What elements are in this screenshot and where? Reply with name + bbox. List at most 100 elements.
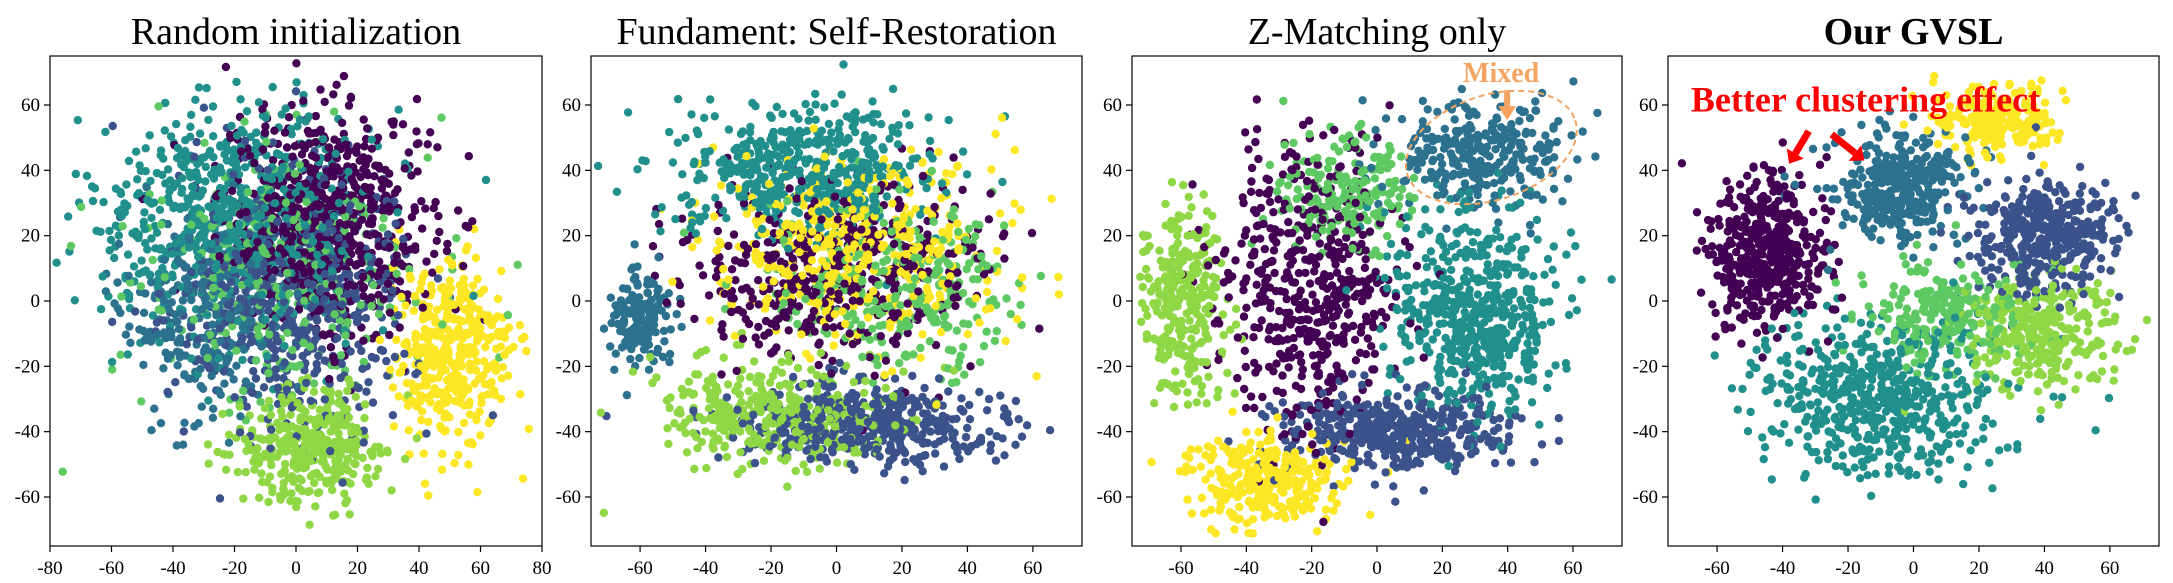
scatter-point [673, 94, 683, 104]
scatter-point [325, 374, 334, 384]
scatter-point [326, 446, 335, 456]
scatter-point [783, 482, 792, 491]
scatter-point [931, 301, 940, 311]
scatter-point [265, 330, 274, 339]
scatter-point [304, 112, 313, 121]
scatter-point [400, 349, 409, 358]
scatter-point [181, 136, 190, 145]
x-tick-label: 20 [348, 558, 367, 579]
scatter-point [336, 274, 345, 283]
scatter-point [432, 236, 441, 245]
scatter-point [952, 414, 961, 423]
scatter-point [418, 407, 427, 416]
scatter-point [997, 113, 1007, 123]
scatter-point [311, 111, 320, 121]
x-tick-label: -20 [222, 558, 247, 579]
scatter-point [340, 406, 349, 415]
scatter-point [717, 325, 726, 335]
scatter-point [729, 294, 738, 303]
scatter-point [277, 423, 287, 432]
scatter-point [292, 502, 301, 512]
scatter-point [706, 95, 715, 104]
scatter-point [811, 115, 820, 125]
scatter-point [261, 315, 270, 324]
scatter-point [315, 305, 325, 314]
scatter-point [612, 187, 622, 196]
scatter-point [157, 196, 166, 205]
scatter-point [723, 380, 733, 389]
scatter-point [599, 324, 609, 333]
scatter-point [203, 310, 212, 320]
scatter-point [973, 275, 982, 284]
scatter-point [301, 407, 310, 416]
scatter-point [247, 445, 256, 455]
scatter-point [208, 320, 217, 329]
scatter-point [201, 177, 210, 186]
scatter-point [719, 353, 728, 362]
scatter-point [273, 383, 283, 392]
scatter-point [772, 102, 781, 112]
scatter-point [318, 452, 328, 461]
scatter-point [201, 299, 210, 309]
scatter-point [651, 210, 660, 219]
scatter-point [258, 145, 268, 154]
scatter-point [300, 221, 310, 230]
scatter-point [333, 333, 342, 343]
scatter-point [961, 432, 971, 442]
scatter-point [135, 161, 144, 170]
scatter-point [240, 434, 250, 444]
scatter-point [435, 227, 444, 237]
scatter-point [515, 321, 525, 330]
scatter-point [814, 360, 823, 370]
scatter-point [469, 317, 479, 326]
scatter-point [464, 152, 473, 161]
scatter-point [131, 307, 140, 316]
x-tick-label: -60 [99, 558, 124, 579]
scatter-point [684, 377, 694, 386]
scatter-point [116, 350, 125, 359]
scatter-point [110, 253, 119, 263]
scatter-point [251, 453, 260, 463]
scatter-point [416, 285, 425, 294]
scatter-point [599, 508, 608, 517]
scatter-point [148, 255, 157, 265]
scatter-point [744, 387, 753, 396]
scatter-point [252, 356, 261, 365]
scatter-point [270, 225, 279, 234]
scatter-point [711, 193, 720, 202]
scatter-point [172, 119, 181, 129]
scatter-point [517, 334, 527, 344]
scatter-point [368, 398, 378, 407]
scatter-point [390, 352, 400, 362]
scatter-point [311, 153, 321, 162]
scatter-point [382, 205, 392, 215]
scatter-point [390, 188, 400, 198]
scatter-point [243, 188, 253, 197]
scatter-point [399, 234, 408, 244]
scatter-point [257, 469, 266, 478]
scatter-point [249, 367, 258, 376]
scatter-point [340, 489, 349, 498]
scatter-point [292, 59, 301, 68]
scatter-point [323, 240, 332, 250]
scatter-point [500, 333, 509, 343]
scatter-point [805, 107, 815, 117]
scatter-point [418, 224, 427, 233]
scatter-point [335, 316, 345, 325]
scatter-point [464, 460, 473, 469]
scatter-point [197, 280, 206, 289]
scatter-point [462, 328, 471, 338]
scatter-point [129, 262, 139, 271]
scatter-point [486, 381, 495, 390]
scatter-point [313, 250, 322, 260]
scatter-point [626, 354, 635, 364]
scatter-point [323, 465, 332, 474]
scatter-point [382, 446, 392, 455]
scatter-point [368, 334, 377, 343]
scatter-point [1011, 440, 1020, 449]
scatter-point [468, 343, 478, 352]
scatter-point [202, 83, 211, 93]
scatter-point [238, 194, 247, 204]
scatter-point [96, 227, 105, 236]
scatter-point [139, 308, 149, 317]
